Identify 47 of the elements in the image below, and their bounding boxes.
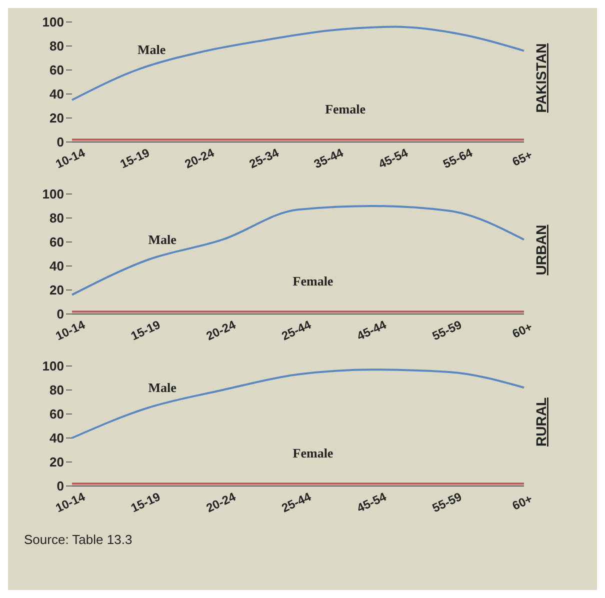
x-tick-label: 20-24 <box>204 317 238 344</box>
y-tick-label: 80 <box>50 38 64 54</box>
y-tick-label: 60 <box>50 62 64 78</box>
x-tick-label: 15-19 <box>128 317 163 344</box>
x-tick-label: 45-44 <box>354 317 389 344</box>
x-tick-label: 35-44 <box>312 145 346 172</box>
y-tick-label: 100 <box>42 358 64 374</box>
x-tick-label: 20-24 <box>182 145 217 172</box>
x-tick-label: 15-19 <box>118 145 152 172</box>
x-tick-label: 25-34 <box>247 145 282 172</box>
line-series <box>71 205 525 296</box>
x-tick-label: 60+ <box>510 320 534 342</box>
y-tick-label: 80 <box>50 382 64 398</box>
x-tick-label: 15-19 <box>128 489 163 516</box>
y-tick-label: 20 <box>50 454 64 470</box>
x-tick-label: 55-59 <box>430 317 464 344</box>
series-label: Male <box>148 232 177 247</box>
y-tick-label: 40 <box>50 430 64 446</box>
source-note: Source: Table 13.3 <box>24 532 134 547</box>
y-tick-label: 20 <box>50 282 64 298</box>
series-label: Female <box>292 446 334 461</box>
x-tick-label: 25-44 <box>279 317 314 344</box>
series-label: Female <box>292 274 334 289</box>
y-tick-label: 20 <box>50 110 64 126</box>
line-series <box>71 368 525 439</box>
y-tick-label: 100 <box>42 186 64 202</box>
text: RURAL <box>533 397 549 446</box>
y-tick-label: 40 <box>50 258 64 274</box>
y-tick-label: 60 <box>50 234 64 250</box>
series-label: Female <box>325 102 366 117</box>
series-label: Male <box>148 380 177 395</box>
y-tick-label: 40 <box>50 86 64 102</box>
x-tick-label: 55-64 <box>440 145 475 172</box>
x-tick-label: 55-59 <box>430 489 464 516</box>
line-series <box>71 26 525 101</box>
y-tick-label: 60 <box>50 406 64 422</box>
x-tick-label: 45-54 <box>354 489 389 516</box>
x-tick-label: 20-24 <box>204 489 238 516</box>
x-tick-label: 65+ <box>510 148 534 170</box>
series-label: Male <box>137 42 166 57</box>
x-tick-label: 25-44 <box>279 489 314 516</box>
text: PAKISTAN <box>533 43 549 113</box>
x-tick-label: 60+ <box>510 492 534 514</box>
y-tick-label: 80 <box>50 210 64 226</box>
y-tick-label: 100 <box>42 14 64 30</box>
text: URBAN <box>533 224 549 276</box>
x-tick-label: 45-54 <box>376 145 410 172</box>
